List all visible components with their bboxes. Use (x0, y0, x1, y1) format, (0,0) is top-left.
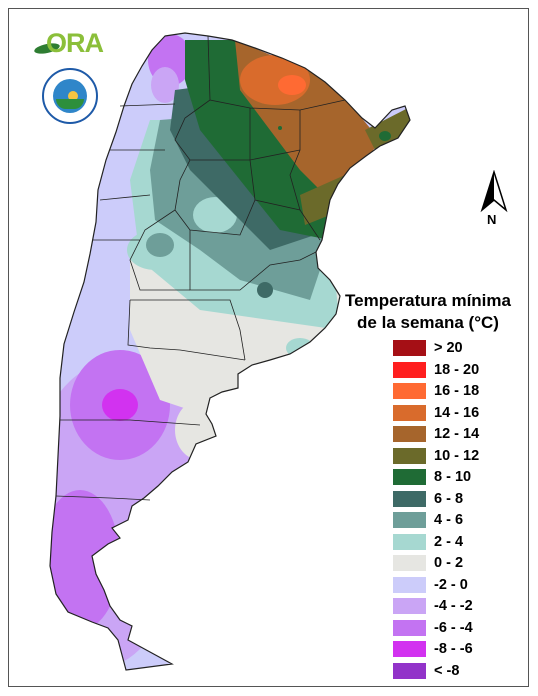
legend-item: 8 - 10 (393, 467, 513, 489)
legend-label: 8 - 10 (434, 469, 472, 485)
legend-label: 0 - 2 (434, 555, 464, 571)
north-arrow: N (478, 169, 510, 232)
legend-swatch (393, 426, 426, 442)
legend-label: 12 - 14 (434, 426, 480, 442)
ora-logo-text: ORA (46, 28, 104, 58)
legend-swatch (393, 641, 426, 657)
legend-swatch (393, 662, 426, 679)
city-marker (278, 126, 282, 130)
land-icon (56, 99, 84, 109)
legend-item: 10 - 12 (393, 446, 513, 468)
legend-item: 18 - 20 (393, 360, 513, 382)
legend-swatch (393, 340, 426, 356)
legend-item: 16 - 18 (393, 381, 513, 403)
north-arrow-icon (480, 169, 508, 213)
legend-label: 14 - 16 (434, 404, 480, 421)
legend-item: < -8 (393, 661, 513, 683)
legend-item: -4 - -2 (393, 596, 513, 618)
legend-label: -4 - -2 (434, 598, 473, 614)
legend-swatch (393, 576, 426, 593)
legend-label: 2 - 4 (434, 533, 464, 550)
legend-items: > 20 18 - 20 16 - 18 14 - 16 12 - 14 10 - 12 8… (393, 338, 513, 682)
legend-label: 6 - 8 (434, 490, 464, 507)
legend-label: -2 - 0 (434, 576, 468, 593)
sun-icon (68, 91, 78, 101)
legend-swatch (393, 404, 426, 421)
legend-item: 2 - 4 (393, 532, 513, 554)
legend-label: < -8 (434, 662, 460, 679)
legend-item: > 20 (393, 338, 513, 360)
legend-item: 0 - 2 (393, 553, 513, 575)
legend-label: -6 - -4 (434, 619, 473, 636)
legend-item: -6 - -4 (393, 618, 513, 640)
legend-swatch (393, 598, 426, 614)
legend-item: 12 - 14 (393, 424, 513, 446)
smn-seal-logo (42, 68, 98, 124)
legend-swatch (393, 555, 426, 571)
legend-title-line2: de la semana (°C) (357, 313, 499, 332)
legend-item: -8 - -6 (393, 639, 513, 661)
legend-swatch (393, 447, 426, 464)
legend-swatch (393, 361, 426, 378)
legend-item: 14 - 16 (393, 403, 513, 425)
legend-title-line1: Temperatura mínima (345, 291, 511, 310)
ora-logo: ORA (32, 28, 112, 62)
north-label: N (487, 212, 497, 227)
legend-swatch (393, 490, 426, 507)
legend-item: 6 - 8 (393, 489, 513, 511)
legend-label: -8 - -6 (434, 641, 473, 657)
seal-emblem (53, 79, 87, 113)
legend-label: 10 - 12 (434, 447, 480, 464)
legend-swatch (393, 383, 426, 399)
temperature-legend: Temperatura mínima de la semana (°C) > 2… (338, 290, 518, 679)
legend-swatch (393, 619, 426, 636)
province-borders (49, 32, 411, 671)
legend-label: 16 - 18 (434, 383, 480, 399)
legend-item: -2 - 0 (393, 575, 513, 597)
legend-swatch (393, 512, 426, 528)
legend-label: 18 - 20 (434, 361, 480, 378)
legend-label: 4 - 6 (434, 512, 464, 528)
temperature-fill (50, 33, 410, 670)
legend-swatch (393, 533, 426, 550)
legend-item: 4 - 6 (393, 510, 513, 532)
legend-label: > 20 (434, 340, 463, 356)
legend-swatch (393, 469, 426, 485)
